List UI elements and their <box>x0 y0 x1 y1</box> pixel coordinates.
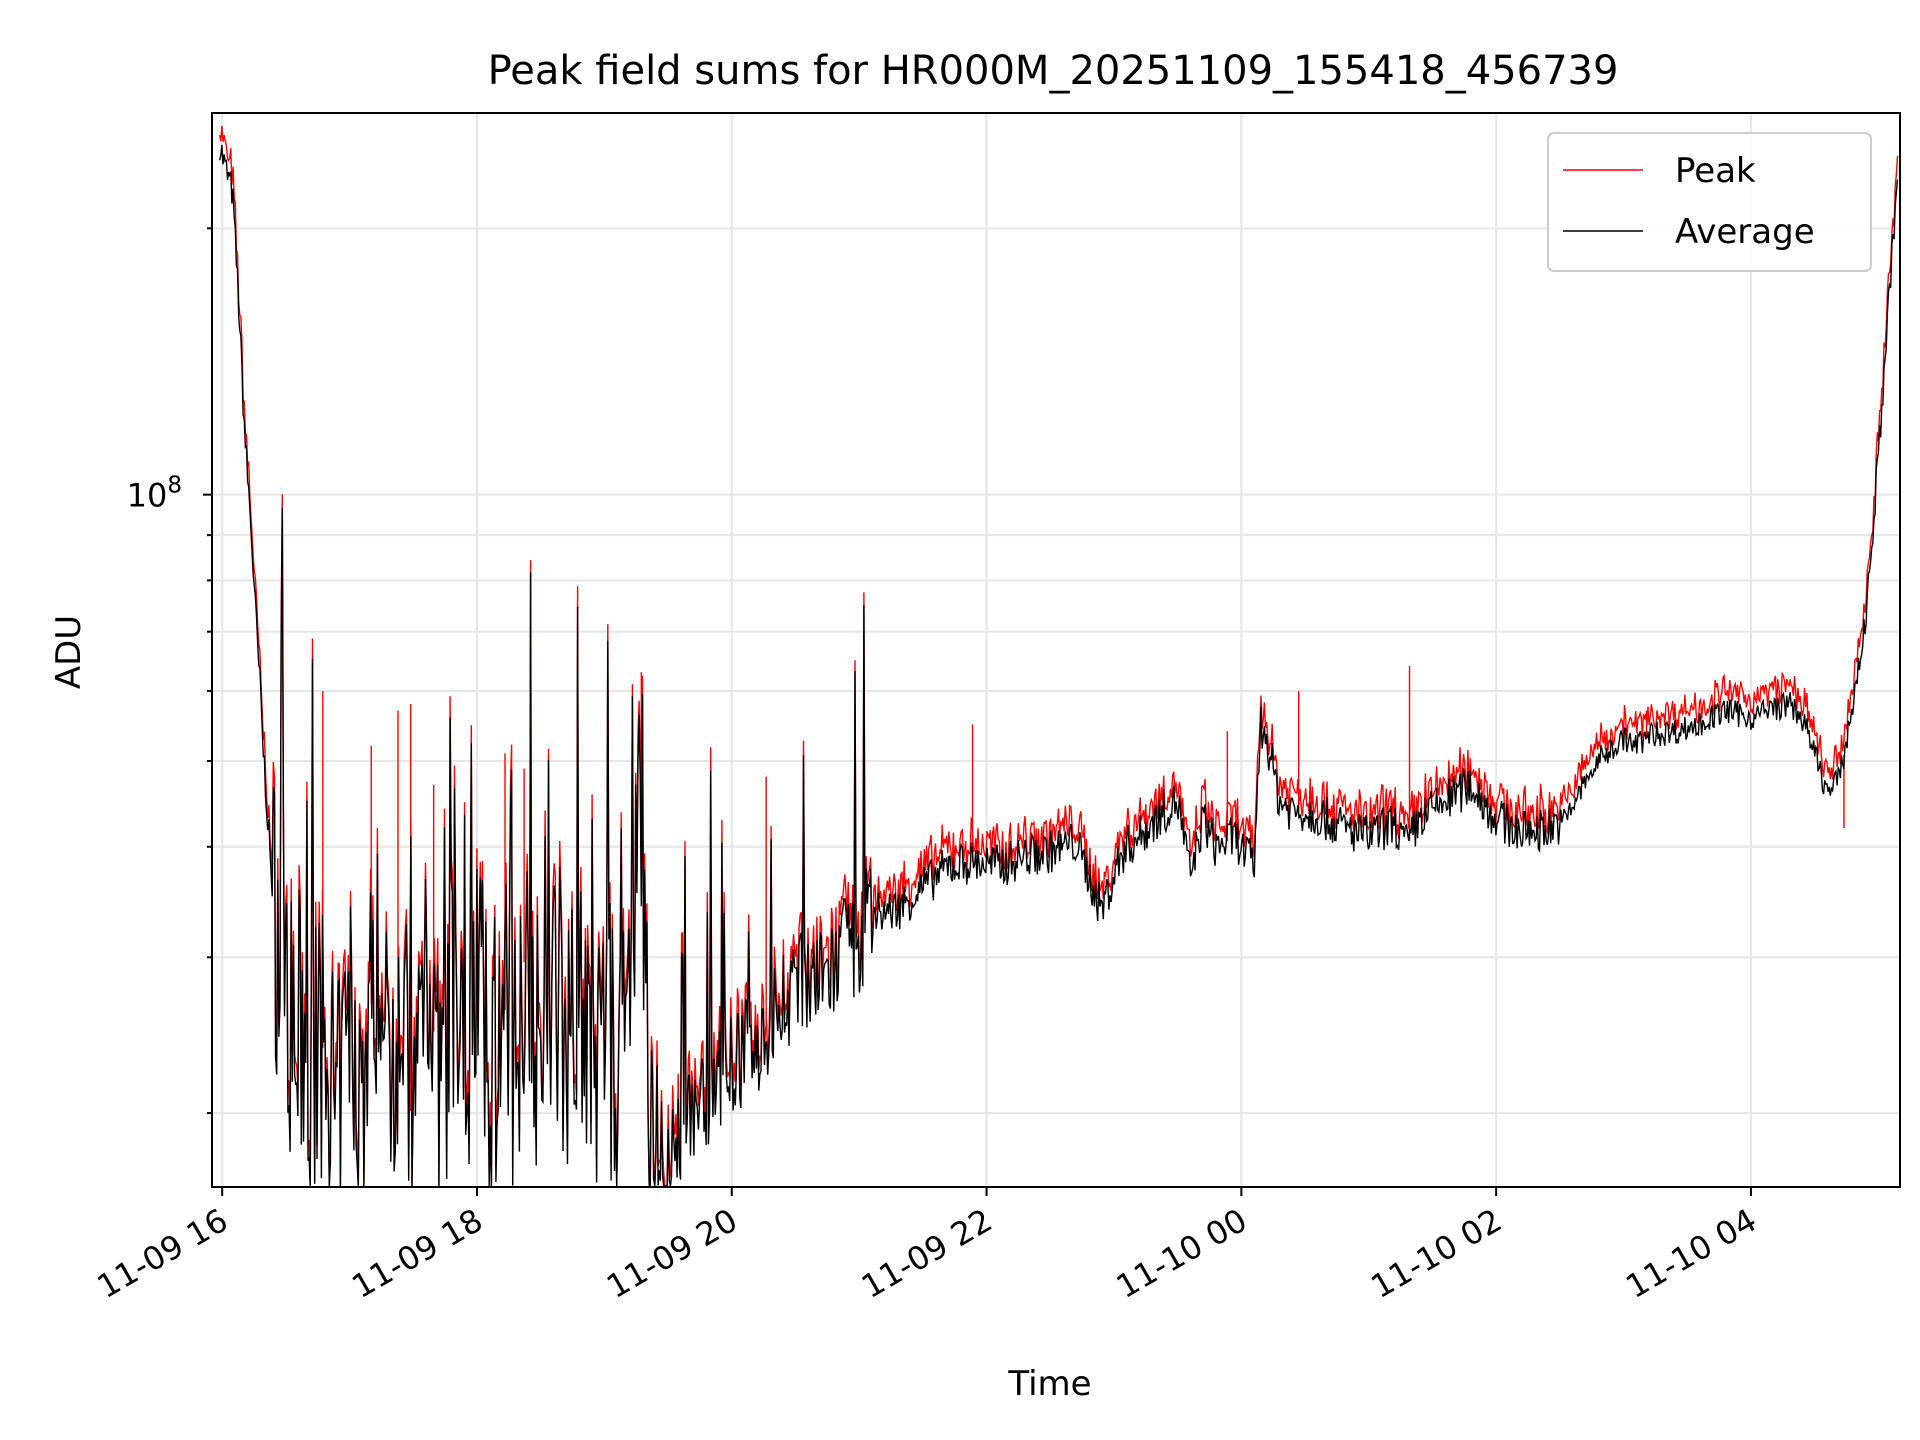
x-tick-label: 11-09 22 <box>855 1201 999 1306</box>
x-tick-label: 11-10 04 <box>1619 1201 1763 1306</box>
grid-lines <box>212 113 1900 1187</box>
x-axis-label: Time <box>1007 1364 1091 1404</box>
y-axis-label: ADU <box>49 615 89 689</box>
y-axis-ticks: 108 <box>127 227 212 1115</box>
x-tick-label: 11-09 18 <box>345 1201 489 1306</box>
x-axis-ticks: 11-09 16 11-09 18 11-09 20 11-09 22 11-10 00… <box>91 1187 1763 1306</box>
x-tick-label: 11-10 02 <box>1365 1201 1509 1306</box>
legend-box <box>1547 132 1872 272</box>
plot-series <box>218 125 1899 1187</box>
series-line-peak <box>218 125 1899 1187</box>
x-tick-label: 11-09 20 <box>600 1201 744 1306</box>
legend-label-average: Average <box>1675 212 1815 252</box>
legend: Peak Average <box>1547 132 1872 272</box>
x-tick-label: 11-09 16 <box>91 1201 235 1306</box>
y-tick-label: 108 <box>127 473 182 515</box>
legend-label-peak: Peak <box>1675 151 1756 191</box>
chart-title: Peak field sums for HR000M_20251109_1554… <box>488 48 1619 94</box>
series-line-average <box>218 144 1899 1187</box>
plot-frame <box>211 112 1901 1188</box>
x-tick-label: 11-10 00 <box>1110 1201 1254 1306</box>
